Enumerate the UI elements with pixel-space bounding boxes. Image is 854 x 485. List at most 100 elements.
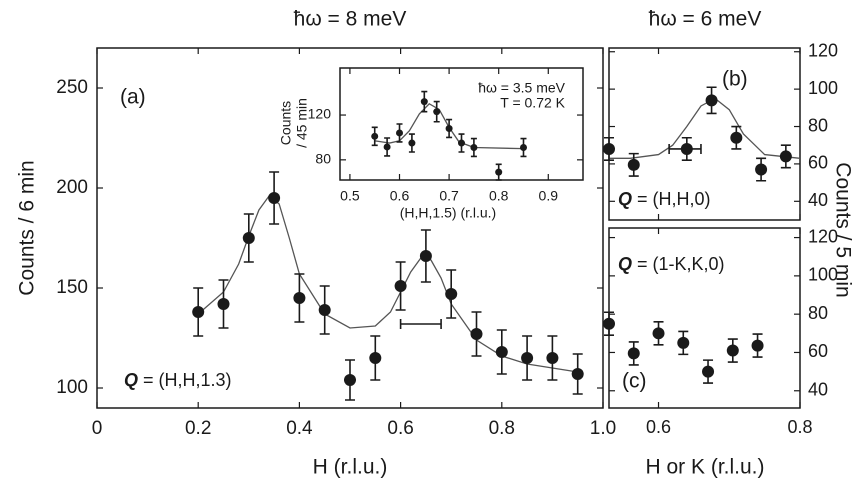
y-tick-label: 120 (808, 226, 838, 246)
y-tick-label: 100 (808, 265, 838, 285)
y-axis-label: Counts / 5 min (831, 162, 854, 297)
annotation: Q = (H,H,0) (618, 189, 711, 209)
data-point (408, 139, 416, 147)
data-point (470, 328, 483, 340)
x-tick-label: 0.5 (340, 187, 360, 203)
y-tick-label: 250 (56, 77, 88, 98)
panel-label: (b) (722, 68, 748, 91)
data-point (394, 280, 407, 292)
data-point (652, 327, 665, 340)
data-point (318, 304, 331, 316)
y-tick-label: 40 (808, 190, 828, 210)
data-point (419, 250, 432, 262)
data-point (519, 144, 527, 152)
data-point (445, 124, 453, 132)
annotation-text: = (1-K,K,0) (632, 254, 725, 274)
x-tick-label: 0.8 (787, 417, 812, 437)
data-point (627, 158, 640, 171)
y-tick-label: 80 (808, 303, 828, 323)
data-point (396, 129, 404, 137)
annotation-symbol: Q (618, 254, 632, 274)
data-point (433, 108, 441, 116)
y-tick-label: 150 (56, 277, 88, 298)
data-point (603, 142, 615, 155)
y-axis-label: Counts (278, 101, 294, 145)
data-point (680, 142, 693, 155)
panel-title: ħω = 8 meV (294, 8, 407, 31)
x-axis-label: H (r.l.u.) (313, 456, 388, 479)
x-tick-label: 0.2 (185, 418, 211, 439)
x-tick-label: 0.7 (439, 187, 459, 203)
y-tick-label: 100 (808, 78, 838, 98)
fit-curve (609, 97, 801, 159)
data-point (420, 98, 428, 106)
data-point (369, 352, 382, 364)
fit-curve (197, 195, 578, 373)
data-point (546, 352, 559, 364)
x-tick-label: 0.6 (646, 417, 671, 437)
data-point (521, 352, 534, 364)
plot-frame (608, 47, 801, 221)
x-axis-label: (H,H,1.5) (r.l.u.) (400, 205, 496, 221)
data-point (293, 292, 306, 304)
x-tick-label: 0 (92, 418, 103, 439)
x-tick-label: 0.9 (539, 187, 559, 203)
data-point (217, 298, 230, 310)
y-tick-label: 120 (308, 106, 332, 122)
annotation-symbol: Q (618, 189, 632, 209)
data-point (677, 336, 690, 349)
plot-frame (96, 47, 604, 409)
data-point (495, 346, 508, 358)
panel-label: (a) (120, 86, 146, 109)
y-tick-label: 80 (808, 115, 828, 135)
data-point (702, 365, 715, 378)
y-tick-label: 120 (808, 40, 838, 60)
plot-frame (339, 67, 584, 181)
data-point (470, 144, 478, 152)
annotation: ħω = 3.5 meV (478, 80, 565, 96)
annotation-text: = (H,H,0) (632, 189, 711, 209)
annotation: T = 0.72 K (500, 95, 565, 111)
data-point (726, 344, 739, 357)
data-point (383, 143, 391, 151)
y-tick-label: 40 (808, 380, 828, 400)
data-point (268, 192, 281, 204)
x-tick-label: 0.8 (489, 187, 509, 203)
data-point (371, 132, 379, 140)
data-point (458, 139, 465, 147)
y-tick-label: 100 (56, 377, 88, 398)
data-point (242, 232, 255, 244)
annotation-text: = (H,H,1.3) (138, 370, 232, 390)
x-tick-label: 0.6 (387, 418, 413, 439)
resolution-bar (399, 319, 442, 329)
y-tick-label: 200 (56, 177, 88, 198)
x-tick-label: 1.0 (590, 418, 616, 439)
y-tick-label: 60 (808, 341, 828, 361)
data-point (627, 347, 640, 360)
data-point (445, 288, 458, 300)
data-point (603, 317, 615, 330)
y-axis-label: / 45 min (294, 98, 310, 148)
y-axis-label: Counts / 6 min (16, 160, 39, 295)
panel-title: ħω = 6 meV (649, 8, 762, 31)
annotation-symbol: Q (124, 370, 138, 390)
data-point (571, 368, 584, 380)
annotation: Q = (H,H,1.3) (124, 370, 232, 390)
annotation: Q = (1-K,K,0) (618, 254, 725, 274)
x-tick-label: 0.6 (390, 187, 410, 203)
x-axis-label: H or K (r.l.u.) (645, 456, 764, 479)
data-point (344, 374, 356, 386)
data-point (705, 94, 718, 107)
y-tick-label: 80 (315, 151, 331, 167)
y-tick-label: 60 (808, 153, 828, 173)
x-tick-label: 0.4 (286, 418, 313, 439)
data-point (779, 150, 792, 163)
data-point (755, 163, 768, 176)
x-tick-label: 0.8 (489, 418, 515, 439)
data-point (751, 339, 764, 352)
data-point (730, 131, 743, 144)
data-point (192, 306, 205, 318)
data-point (495, 168, 503, 176)
panel-label: (c) (622, 370, 647, 393)
